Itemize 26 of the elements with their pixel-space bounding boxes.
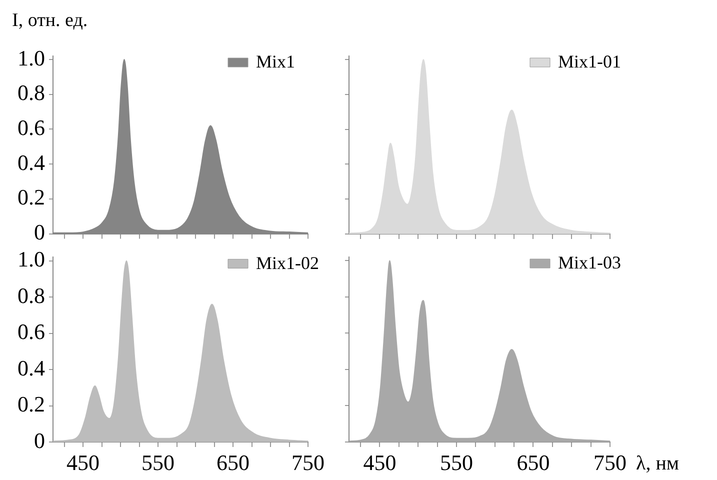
x-tick-label: 650 [516, 450, 550, 475]
x-tick-label: 750 [594, 450, 626, 475]
y-tick-label: 1.0 [18, 246, 45, 272]
y-axis-title: I, отн. ед. [12, 10, 88, 31]
y-tick-label: 1.0 [18, 45, 45, 70]
y-tick-label: 0.8 [18, 80, 45, 106]
y-tick-label: 0 [34, 428, 45, 453]
x-tick-label: 750 [292, 450, 324, 475]
y-tick-label: 0.4 [18, 150, 45, 175]
x-tick-label: 450 [66, 450, 100, 475]
y-tick-label: 0.6 [18, 319, 45, 344]
y-tick-label: 0.6 [18, 114, 45, 140]
legend-label: Mix1-02 [256, 252, 319, 273]
x-tick-label: 450 [363, 450, 396, 475]
y-tick-label: 0.2 [18, 392, 45, 417]
y-tick-label: 0 [34, 220, 45, 245]
y-tick-label: 0.4 [18, 355, 45, 380]
x-tick-label: 550 [440, 450, 473, 475]
x-tick-label: 650 [216, 450, 250, 475]
legend-label: Mix1 [256, 52, 296, 72]
x-tick-label: 550 [142, 450, 174, 475]
legend-label: Mix1-03 [558, 252, 621, 273]
legend-label: Mix1-01 [558, 52, 621, 72]
x-axis-title: λ, нм [636, 452, 680, 474]
y-tick-label: 0.2 [18, 184, 45, 210]
y-tick-label: 0.8 [18, 282, 45, 308]
